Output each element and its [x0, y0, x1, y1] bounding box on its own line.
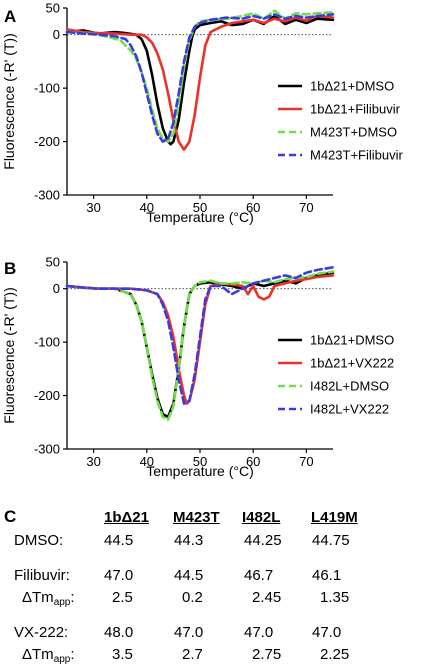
panel-a: A 50 0 -100 -200 -300 30 40 50 60 70 Temperature (°… — [1, 1, 404, 226]
table-cell-value: 47.0 — [312, 624, 342, 641]
table-cell-value: 47.0 — [174, 624, 204, 641]
legend-label: 1bΔ21+DMSO — [310, 79, 394, 94]
column-header: I482L — [242, 509, 281, 526]
table-cell-value: 44.5 — [104, 532, 134, 549]
row-label-subscript: app — [53, 597, 71, 608]
table-cell-value: 1.35 — [320, 589, 350, 606]
table-cell-value: 2.7 — [182, 646, 203, 663]
column-header: M423T — [173, 509, 220, 526]
table-cell-value: 2.75 — [252, 646, 282, 663]
panel-letter: B — [4, 259, 16, 278]
panel-letter: A — [4, 7, 16, 26]
table-cell-value: 2.25 — [320, 646, 350, 663]
y-tick-label: -100 — [34, 81, 60, 96]
table-cell-value: 0.2 — [182, 589, 203, 606]
legend-label: M423T+Filibuvir — [310, 148, 404, 163]
table-cell-value: 2.45 — [252, 589, 282, 606]
x-tick-label: 40 — [140, 200, 154, 215]
table-cell-value: 46.1 — [312, 567, 342, 584]
legend-label: 1bΔ21+VX222 — [310, 356, 394, 371]
table-cell-value: 47.0 — [244, 624, 274, 641]
table-cell-value: 44.3 — [174, 532, 204, 549]
legend-label: I482L+VX222 — [310, 402, 389, 417]
column-header: L419M — [311, 509, 358, 526]
series-line-4 — [65, 265, 335, 405]
y-axis-title: Fluorescence (-R' (T)) — [1, 33, 17, 169]
row-label-text: VX-222: — [14, 624, 69, 641]
x-tick-label: 50 — [193, 200, 207, 215]
table-cell-value: 44.5 — [174, 567, 204, 584]
legend-label: 1bΔ21+DMSO — [310, 333, 394, 348]
y-tick-label: 50 — [46, 1, 60, 16]
tm-summary-table: C 1bΔ21 M423T I482L L419M DMSO: 44.5 44.3 44.25 4… — [0, 505, 425, 669]
y-tick-label: 0 — [53, 27, 60, 42]
row-label: DMSO: — [14, 532, 63, 549]
row-label-suffix: : — [70, 589, 75, 606]
y-tick-label: -200 — [34, 388, 60, 403]
legend-label: M423T+DMSO — [310, 125, 397, 140]
row-label: Filibuvir: — [14, 567, 70, 584]
x-tick-label: 30 — [86, 454, 100, 469]
series-line-3 — [65, 9, 335, 143]
legend-label: I482L+DMSO — [310, 379, 389, 394]
row-label-subscript: app — [53, 654, 71, 665]
series-line-3 — [65, 270, 335, 421]
figure-canvas: A 50 0 -100 -200 -300 30 40 50 60 70 Temperature (°… — [1, 1, 404, 480]
table-cell-value: 44.25 — [244, 532, 282, 549]
row-label-text: ΔTm — [22, 589, 54, 606]
y-tick-label: -300 — [34, 188, 60, 203]
row-label-text: ΔTm — [22, 646, 54, 663]
series-line-4 — [65, 13, 335, 143]
panel-letter: C — [4, 507, 17, 526]
row-label: ΔTmapp: — [22, 646, 75, 665]
series-line-2 — [65, 14, 335, 151]
y-tick-label: -200 — [34, 134, 60, 149]
y-tick-label: 0 — [53, 281, 60, 296]
table-cell-value: 2.5 — [112, 589, 133, 606]
y-axis-title: Fluorescence (-R' (T)) — [1, 287, 17, 423]
column-header: 1bΔ21 — [104, 509, 149, 526]
x-tick-label: 40 — [140, 454, 154, 469]
x-tick-label: 60 — [246, 200, 260, 215]
row-label-text: Filibuvir: — [14, 567, 70, 584]
table-cell-value: 3.5 — [112, 646, 133, 663]
x-tick-label: 60 — [246, 454, 260, 469]
table-cell-value: 46.7 — [244, 567, 274, 584]
y-tick-label: -100 — [34, 335, 60, 350]
x-tick-label: 50 — [193, 454, 207, 469]
row-label: VX-222: — [14, 624, 68, 641]
table-cell-value: 44.75 — [312, 532, 350, 549]
row-label-text: DMSO: — [14, 532, 64, 549]
table-cell-value: 47.0 — [104, 567, 134, 584]
x-tick-label: 70 — [299, 200, 313, 215]
row-label: ΔTmapp: — [22, 589, 75, 608]
y-tick-label: -300 — [34, 442, 60, 457]
row-label-suffix: : — [70, 646, 75, 663]
table-cell-value: 48.0 — [104, 624, 134, 641]
x-axis-title: Temperature (°C) — [146, 209, 254, 225]
y-tick-label: 50 — [46, 255, 60, 270]
x-axis-title: Temperature (°C) — [146, 463, 254, 479]
legend-label: 1bΔ21+Filibuvir — [310, 102, 401, 117]
x-tick-label: 30 — [86, 200, 100, 215]
x-tick-label: 70 — [299, 454, 313, 469]
panel-b: B 50 0 -100 -200 -300 30 40 50 60 70 Temperature (°… — [1, 255, 394, 480]
